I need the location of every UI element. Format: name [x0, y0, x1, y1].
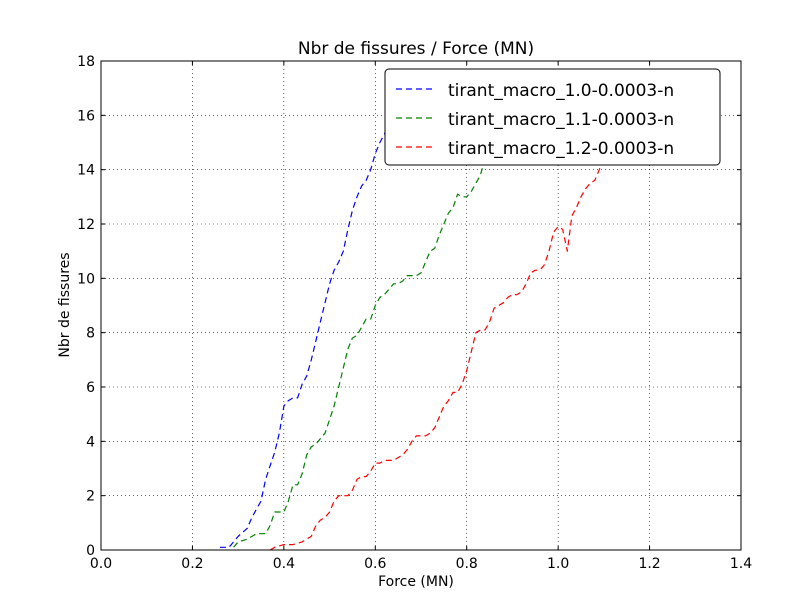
- x-tick-label: 0.6: [364, 556, 386, 572]
- legend-label-2: tirant_macro_1.1-0.0003-n: [448, 110, 674, 130]
- x-tick-label: 1.0: [547, 556, 569, 572]
- y-tick-label: 14: [77, 163, 95, 179]
- y-tick-label: 12: [77, 217, 95, 233]
- plot-frame: [100, 60, 742, 551]
- legend-label-1: tirant_macro_1.0-0.0003-n: [448, 81, 674, 101]
- y-tick-label: 2: [86, 489, 95, 505]
- y-tick-label: 18: [77, 54, 95, 70]
- x-tick-label: 0.0: [90, 556, 112, 572]
- x-tick-label: 1.4: [730, 556, 752, 572]
- x-axis-label: Force (MN): [378, 574, 454, 590]
- chart-title: Nbr de fissures / Force (MN): [298, 39, 534, 59]
- y-tick-label: 8: [86, 326, 95, 342]
- legend-entries: tirant_macro_1.0-0.0003-n tirant_macro_1.…: [396, 81, 674, 159]
- grid: [101, 61, 741, 550]
- series-line-3: [269, 95, 655, 550]
- y-tick-label: 0: [86, 543, 95, 559]
- series-line-2: [233, 125, 513, 548]
- legend: tirant_macro_1.0-0.0003-n tirant_macro_1.…: [384, 68, 721, 166]
- x-tick-label: 0.8: [456, 556, 478, 572]
- y-tick-label: 10: [77, 271, 95, 287]
- legend-label-3: tirant_macro_1.2-0.0003-n: [448, 139, 674, 159]
- y-tick-label: 16: [77, 108, 95, 124]
- y-tick-label: 6: [86, 380, 95, 396]
- axis-ticks: 0.0 0.2 0.4 0.6 0.8 1.0 1.2 1.4 0 2 4 6 8 10 12 14 16 18: [77, 54, 752, 572]
- x-tick-label: 1.2: [638, 556, 660, 572]
- y-axis-label: Nbr de fissures: [57, 252, 73, 357]
- legend-box: [384, 68, 721, 166]
- y-tick-label: 4: [86, 434, 95, 450]
- x-tick-label: 0.2: [181, 556, 203, 572]
- x-tick-label: 0.4: [273, 556, 295, 572]
